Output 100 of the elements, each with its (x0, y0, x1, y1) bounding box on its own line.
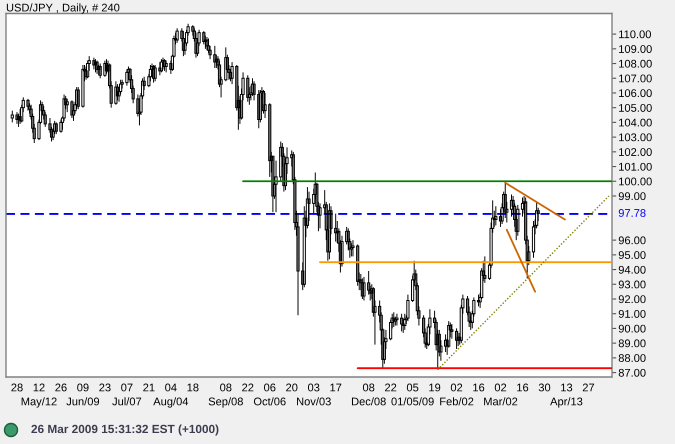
candlestick (103, 60, 106, 78)
y-tick-label: 101.00 (619, 162, 652, 171)
candlestick (504, 182, 507, 219)
candlestick (346, 228, 350, 251)
candlestick (54, 122, 58, 135)
candlestick (268, 102, 272, 178)
y-tick-label: 93.00 (618, 280, 646, 288)
candlestick (227, 64, 231, 80)
candlestick (202, 30, 206, 45)
x-tick-label: 13 Apr/13 (550, 384, 582, 408)
candlestick (336, 220, 339, 244)
x-tick-label: 02 Feb/02 (440, 384, 474, 406)
x-tick-label: 04 Aug/04 (153, 384, 188, 408)
candlestick (76, 86, 80, 110)
x-tick-label: 22 (242, 384, 254, 392)
candlestick (370, 284, 374, 300)
candlestick (161, 57, 165, 70)
candlestick (230, 62, 234, 85)
candlestick (136, 94, 140, 117)
candlestick (373, 300, 377, 346)
x-tick-label: 17 (330, 384, 342, 392)
candlestick (270, 151, 273, 173)
candlestick (292, 151, 295, 185)
candlestick (32, 123, 36, 144)
x-tick-label: 23 (99, 384, 111, 392)
x-tick-label: 16 (473, 384, 484, 392)
candlestick (402, 318, 405, 334)
candlestick (106, 60, 110, 73)
x-tick-label: 03 Nov/03 (297, 384, 331, 406)
candlestick (160, 58, 164, 73)
y-tick-label: 94.00 (618, 266, 646, 274)
x-tick-label: 18 (187, 384, 199, 392)
candlestick (206, 38, 210, 54)
candlestick (358, 272, 361, 291)
y-tick-label: 89.00 (618, 339, 646, 348)
candlestick (191, 24, 194, 36)
x-tick-label: 21 (143, 384, 155, 392)
candlestick (296, 213, 300, 316)
text: 26 Mar 2009 15:31:32 EST (+1000) (31, 424, 218, 436)
candlestick (132, 85, 135, 104)
y-tick-label: 96.00 (618, 236, 646, 244)
x-tick-label: 22 (385, 384, 396, 392)
candlestick (94, 58, 98, 73)
x-tick-label: 07 Jul/07 (112, 384, 142, 406)
candlestick (252, 80, 256, 101)
x-tick-label: 20 (286, 384, 298, 392)
y-tick-label: 88.00 (618, 354, 646, 362)
y-tick-label: 106.00 (619, 89, 652, 98)
candlestick (48, 118, 52, 134)
y-tick-label: 100.00 (619, 178, 652, 186)
y-tick-label: 90.00 (618, 324, 646, 333)
ref-line-label: 97.78 (618, 209, 646, 217)
y-tick-label: 99.00 (618, 192, 646, 200)
candlestick (164, 60, 168, 73)
candlestick (59, 118, 63, 134)
y-tick-label: 95.00 (618, 251, 646, 259)
candlestick (44, 112, 47, 128)
x-tick-label: 28 (11, 384, 23, 392)
y-tick-label: 91.00 (618, 310, 646, 318)
x-tick-label: 02 Mar/02 (484, 384, 518, 406)
candlestick (82, 64, 86, 82)
candlestick (334, 213, 338, 242)
candlestick (31, 113, 34, 134)
candlestick (81, 64, 85, 108)
y-tick-label: 108.00 (619, 60, 652, 68)
candlestick (466, 296, 470, 316)
candlestick (208, 45, 212, 60)
candlestick (536, 207, 540, 222)
y-tick-label: 110.00 (619, 30, 651, 38)
candlestick (142, 76, 146, 91)
candlestick (180, 28, 184, 42)
candlestick (359, 274, 362, 291)
y-tick-label: 104.00 (619, 118, 652, 127)
x-tick-label: 19 (429, 384, 440, 392)
x-tick-label: 06 Oct/06 (254, 384, 286, 406)
candlestick (436, 329, 440, 370)
candlestick (392, 312, 396, 328)
candlestick (213, 45, 216, 68)
x-tick-label: 08 Sep/08 (208, 384, 243, 408)
candlestick (246, 74, 250, 102)
y-tick-label: 107.00 (619, 74, 652, 82)
y-tick-label: 102.00 (619, 148, 652, 156)
x-tick-label: 30 (538, 384, 550, 392)
x-tick-label: 26 (55, 384, 67, 392)
candlestick (110, 80, 113, 108)
y-tick-label: 87.00 (618, 368, 646, 377)
candlestick (294, 210, 298, 236)
candlestick (362, 276, 366, 301)
y-tick-label: 92.00 (618, 295, 646, 304)
candlestick (216, 56, 220, 70)
candlestick (448, 322, 452, 338)
x-tick-label: 09 Jun/09 (66, 384, 100, 406)
y-tick-label: 109.00 (619, 45, 652, 53)
x-tick-label: 27 (582, 384, 594, 392)
candlestick (280, 142, 284, 168)
candlestick (447, 320, 450, 348)
candlestick (10, 110, 14, 123)
candlestick (235, 64, 238, 112)
candlestick (380, 312, 383, 346)
y-tick-label: 105.00 (619, 104, 652, 112)
